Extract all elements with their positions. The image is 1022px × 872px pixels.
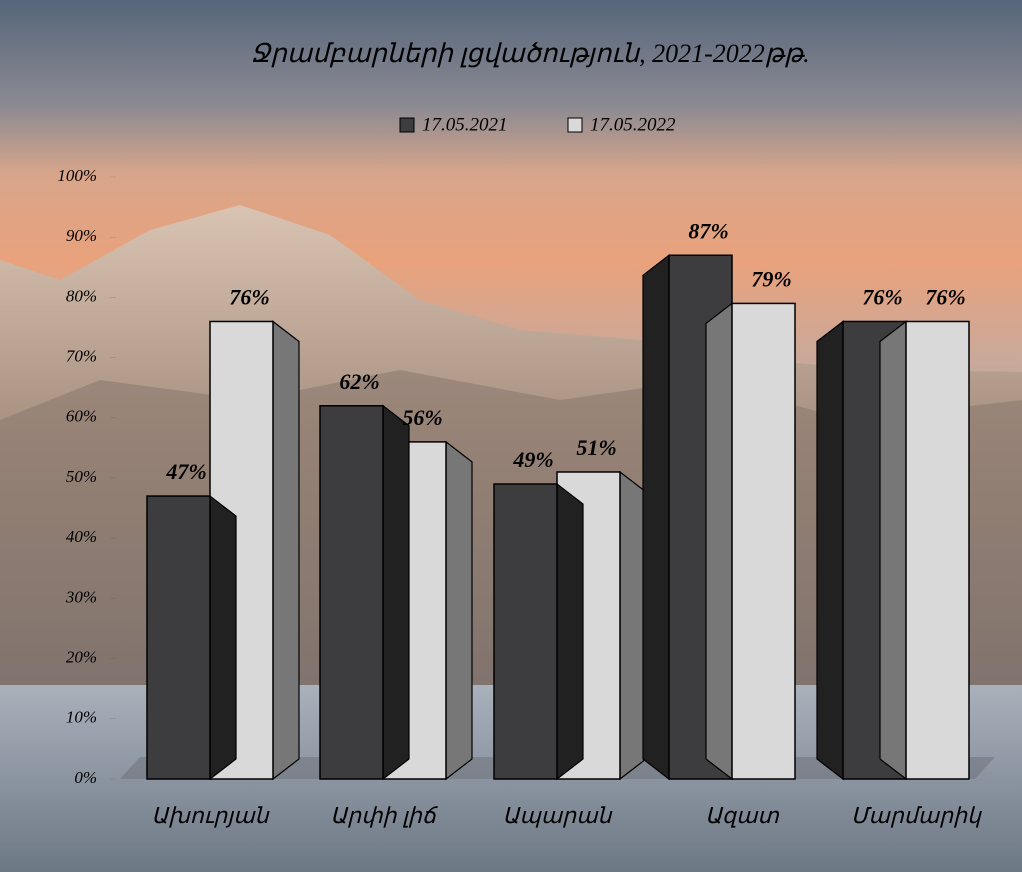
bar xyxy=(319,405,384,780)
value-label: 51% xyxy=(576,435,616,460)
value-label: 49% xyxy=(512,447,553,472)
y-tick-label: 30% xyxy=(65,587,97,606)
y-tick-label: 80% xyxy=(66,286,97,305)
x-tick-label: Արփի լիճ xyxy=(330,803,438,828)
chart-title: Ջրամբարների լցվածություն, 2021-2022թթ. xyxy=(250,39,809,68)
legend-label: 17.05.2021 xyxy=(422,114,508,135)
bar-side xyxy=(445,440,473,781)
y-tick-label: 40% xyxy=(66,527,97,546)
value-label: 87% xyxy=(688,218,728,243)
value-label: 79% xyxy=(751,266,791,291)
bar-side xyxy=(642,254,670,781)
value-label: 47% xyxy=(165,459,206,484)
bar-side xyxy=(556,482,584,781)
x-tick-label: Մարմարիկ xyxy=(851,803,982,828)
value-label: 76% xyxy=(925,285,965,310)
x-tick-label: Ախուրյան xyxy=(151,803,269,828)
x-tick-label: Ազատ xyxy=(705,803,779,828)
legend-swatch xyxy=(399,117,415,133)
legend-swatch xyxy=(567,117,583,133)
y-tick-label: 100% xyxy=(57,166,97,185)
bar xyxy=(146,495,211,780)
y-tick-label: 70% xyxy=(66,347,97,366)
y-tick-label: 50% xyxy=(66,467,97,486)
bar xyxy=(905,320,970,780)
bar-side xyxy=(705,302,733,781)
y-tick-label: 90% xyxy=(66,226,97,245)
bar-side xyxy=(272,320,300,781)
value-label: 76% xyxy=(229,285,269,310)
legend-label: 17.05.2022 xyxy=(590,114,676,135)
value-label: 76% xyxy=(862,285,902,310)
value-label: 62% xyxy=(339,369,379,394)
value-label: 56% xyxy=(402,405,442,430)
bar-side xyxy=(879,320,907,781)
bar-side xyxy=(382,404,410,781)
y-tick-label: 0% xyxy=(74,768,97,787)
y-tick-label: 10% xyxy=(66,708,97,727)
y-tick-label: 20% xyxy=(66,648,97,667)
bar-side xyxy=(209,494,237,781)
bar-side xyxy=(619,470,647,781)
y-tick-label: 60% xyxy=(66,407,97,426)
bar xyxy=(731,302,796,780)
x-tick-label: Ապարան xyxy=(502,803,612,828)
bar-side xyxy=(816,320,844,781)
bar xyxy=(493,483,558,780)
